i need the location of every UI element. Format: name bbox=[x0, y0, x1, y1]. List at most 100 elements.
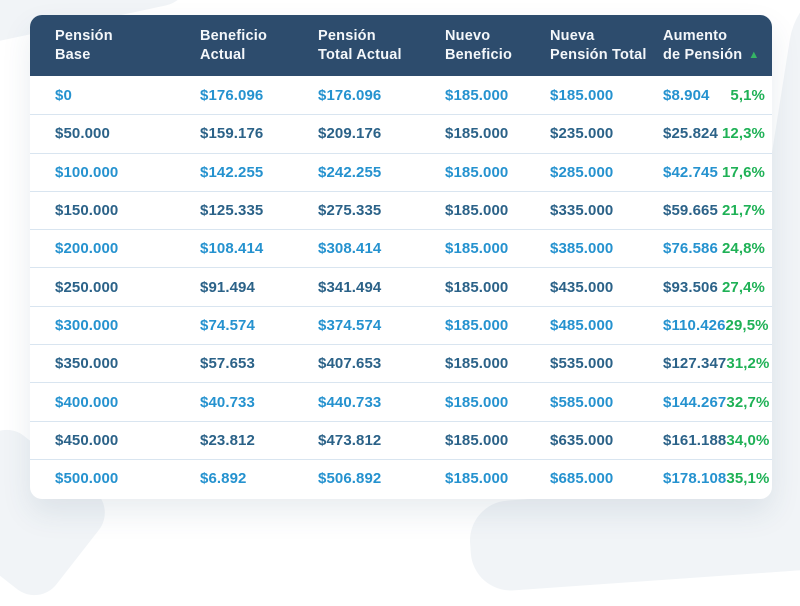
cell-nueva-pension-total: $385.000 bbox=[550, 240, 614, 258]
cell-aumento-percent: 24,8% bbox=[721, 240, 765, 258]
cell-pension-total-actual: $176.096 bbox=[318, 86, 382, 104]
cell-aumento-amount: $161.188 bbox=[663, 431, 727, 449]
cell-pension-base: $500.000 bbox=[55, 470, 119, 488]
cell-pension-total-actual: $473.812 bbox=[318, 431, 382, 449]
cell-beneficio-actual: $40.733 bbox=[200, 393, 255, 411]
column-header-nueva-pension-total: Nueva Pensión Total bbox=[550, 27, 663, 65]
cell-aumento-percent: 5,1% bbox=[730, 86, 765, 104]
cell-aumento-percent: 31,2% bbox=[726, 355, 770, 373]
cell-pension-base: $0 bbox=[55, 86, 72, 104]
pension-comparison-table: Pensión Base Beneficio Actual Pensión To… bbox=[30, 15, 772, 500]
cell-aumento-percent: 27,4% bbox=[721, 278, 765, 296]
cell-aumento-percent: 29,5% bbox=[725, 316, 769, 334]
cell-aumento-amount: $76.586 bbox=[663, 240, 718, 258]
cell-beneficio-actual: $176.096 bbox=[200, 86, 264, 104]
cell-aumento-amount: $144.267 bbox=[663, 393, 727, 411]
table-row: $200.000 $108.414 $308.414 $185.000 $385… bbox=[30, 229, 772, 267]
cell-beneficio-actual: $125.335 bbox=[200, 202, 264, 220]
cell-pension-base: $450.000 bbox=[55, 431, 119, 449]
cell-nuevo-beneficio: $185.000 bbox=[445, 470, 509, 488]
cell-pension-total-actual: $275.335 bbox=[318, 202, 382, 220]
cell-nueva-pension-total: $585.000 bbox=[550, 393, 614, 411]
cell-pension-base: $300.000 bbox=[55, 316, 119, 334]
column-header-label: Pensión Total bbox=[550, 46, 647, 63]
cell-nueva-pension-total: $685.000 bbox=[550, 470, 614, 488]
cell-pension-base: $400.000 bbox=[55, 393, 119, 411]
table-row: $0 $176.096 $176.096 $185.000 $185.000 $… bbox=[30, 76, 772, 114]
cell-pension-total-actual: $341.494 bbox=[318, 278, 382, 296]
column-header-aumento-pension[interactable]: Aumento de Pensión ▲ bbox=[663, 27, 765, 65]
cell-nuevo-beneficio: $185.000 bbox=[445, 202, 509, 220]
cell-beneficio-actual: $6.892 bbox=[200, 470, 247, 488]
cell-aumento-percent: 34,0% bbox=[726, 431, 770, 449]
cell-aumento-percent: 32,7% bbox=[726, 393, 770, 411]
cell-nueva-pension-total: $635.000 bbox=[550, 431, 614, 449]
cell-aumento-percent: 12,3% bbox=[721, 125, 765, 143]
column-header-beneficio-actual: Beneficio Actual bbox=[200, 27, 318, 65]
table-row: $450.000 $23.812 $473.812 $185.000 $635.… bbox=[30, 420, 772, 459]
cell-nuevo-beneficio: $185.000 bbox=[445, 163, 509, 181]
cell-aumento-amount: $178.108 bbox=[663, 470, 727, 488]
cell-nueva-pension-total: $335.000 bbox=[550, 202, 614, 220]
cell-nuevo-beneficio: $185.000 bbox=[445, 316, 509, 334]
table-row: $150.000 $125.335 $275.335 $185.000 $335… bbox=[30, 190, 772, 229]
cell-nueva-pension-total: $485.000 bbox=[550, 316, 614, 334]
cell-pension-total-actual: $440.733 bbox=[318, 393, 382, 411]
cell-beneficio-actual: $57.653 bbox=[200, 355, 255, 373]
cell-aumento-amount: $93.506 bbox=[663, 278, 718, 296]
cell-pension-total-actual: $506.892 bbox=[318, 470, 382, 488]
cell-aumento-percent: 35,1% bbox=[726, 470, 770, 488]
cell-pension-total-actual: $308.414 bbox=[318, 240, 382, 258]
cell-nuevo-beneficio: $185.000 bbox=[445, 355, 509, 373]
cell-nuevo-beneficio: $185.000 bbox=[445, 125, 509, 143]
table-row: $100.000 $142.255 $242.255 $185.000 $285… bbox=[30, 152, 772, 191]
cell-pension-base: $150.000 bbox=[55, 202, 119, 220]
cell-pension-base: $100.000 bbox=[55, 163, 119, 181]
cell-aumento-amount: $59.665 bbox=[663, 202, 718, 220]
cell-aumento-percent: 21,7% bbox=[721, 202, 765, 220]
cell-aumento-amount: $110.426 bbox=[663, 316, 726, 334]
cell-nuevo-beneficio: $185.000 bbox=[445, 393, 509, 411]
cell-pension-base: $350.000 bbox=[55, 355, 119, 373]
cell-beneficio-actual: $108.414 bbox=[200, 240, 264, 258]
table-row: $500.000 $6.892 $506.892 $185.000 $685.0… bbox=[30, 458, 772, 497]
column-header-label: Nuevo bbox=[445, 27, 491, 44]
column-header-pension-base: Pensión Base bbox=[55, 27, 200, 65]
table-row: $300.000 $74.574 $374.574 $185.000 $485.… bbox=[30, 305, 772, 344]
cell-nuevo-beneficio: $185.000 bbox=[445, 240, 509, 258]
column-header-label: Total Actual bbox=[318, 46, 402, 63]
cell-pension-total-actual: $209.176 bbox=[318, 125, 382, 143]
column-header-nuevo-beneficio: Nuevo Beneficio bbox=[445, 27, 550, 65]
cell-aumento-amount: $42.745 bbox=[663, 163, 718, 181]
cell-aumento-amount: $127.347 bbox=[663, 355, 727, 373]
cell-beneficio-actual: $74.574 bbox=[200, 316, 255, 334]
column-header-label: Pensión bbox=[55, 27, 113, 44]
column-header-label: Pensión bbox=[318, 27, 376, 44]
table-row: $400.000 $40.733 $440.733 $185.000 $585.… bbox=[30, 382, 772, 420]
cell-aumento-amount: $25.824 bbox=[663, 125, 718, 143]
cell-nueva-pension-total: $435.000 bbox=[550, 278, 614, 296]
table-header-row: Pensión Base Beneficio Actual Pensión To… bbox=[30, 15, 772, 76]
column-header-label: de Pensión bbox=[663, 46, 743, 63]
table-row: $50.000 $159.176 $209.176 $185.000 $235.… bbox=[30, 114, 772, 152]
cell-pension-base: $200.000 bbox=[55, 240, 119, 258]
cell-pension-base: $250.000 bbox=[55, 278, 119, 296]
cell-beneficio-actual: $142.255 bbox=[200, 163, 264, 181]
cell-aumento-percent: 17,6% bbox=[721, 163, 765, 181]
cell-pension-total-actual: $407.653 bbox=[318, 355, 382, 373]
cell-aumento-amount: $8.904 bbox=[663, 86, 710, 104]
column-header-label: Beneficio bbox=[200, 27, 268, 44]
cell-pension-total-actual: $242.255 bbox=[318, 163, 382, 181]
cell-nueva-pension-total: $285.000 bbox=[550, 163, 614, 181]
cell-pension-base: $50.000 bbox=[55, 125, 110, 143]
cell-nueva-pension-total: $535.000 bbox=[550, 355, 614, 373]
column-header-label: Actual bbox=[200, 46, 246, 63]
cell-beneficio-actual: $159.176 bbox=[200, 125, 264, 143]
cell-nuevo-beneficio: $185.000 bbox=[445, 86, 509, 104]
table-body: $0 $176.096 $176.096 $185.000 $185.000 $… bbox=[30, 76, 772, 499]
sort-ascending-icon[interactable]: ▲ bbox=[748, 48, 760, 61]
table-row: $250.000 $91.494 $341.494 $185.000 $435.… bbox=[30, 267, 772, 305]
column-header-label: Aumento bbox=[663, 27, 728, 44]
column-header-label: Nueva bbox=[550, 27, 595, 44]
cell-pension-total-actual: $374.574 bbox=[318, 316, 382, 334]
